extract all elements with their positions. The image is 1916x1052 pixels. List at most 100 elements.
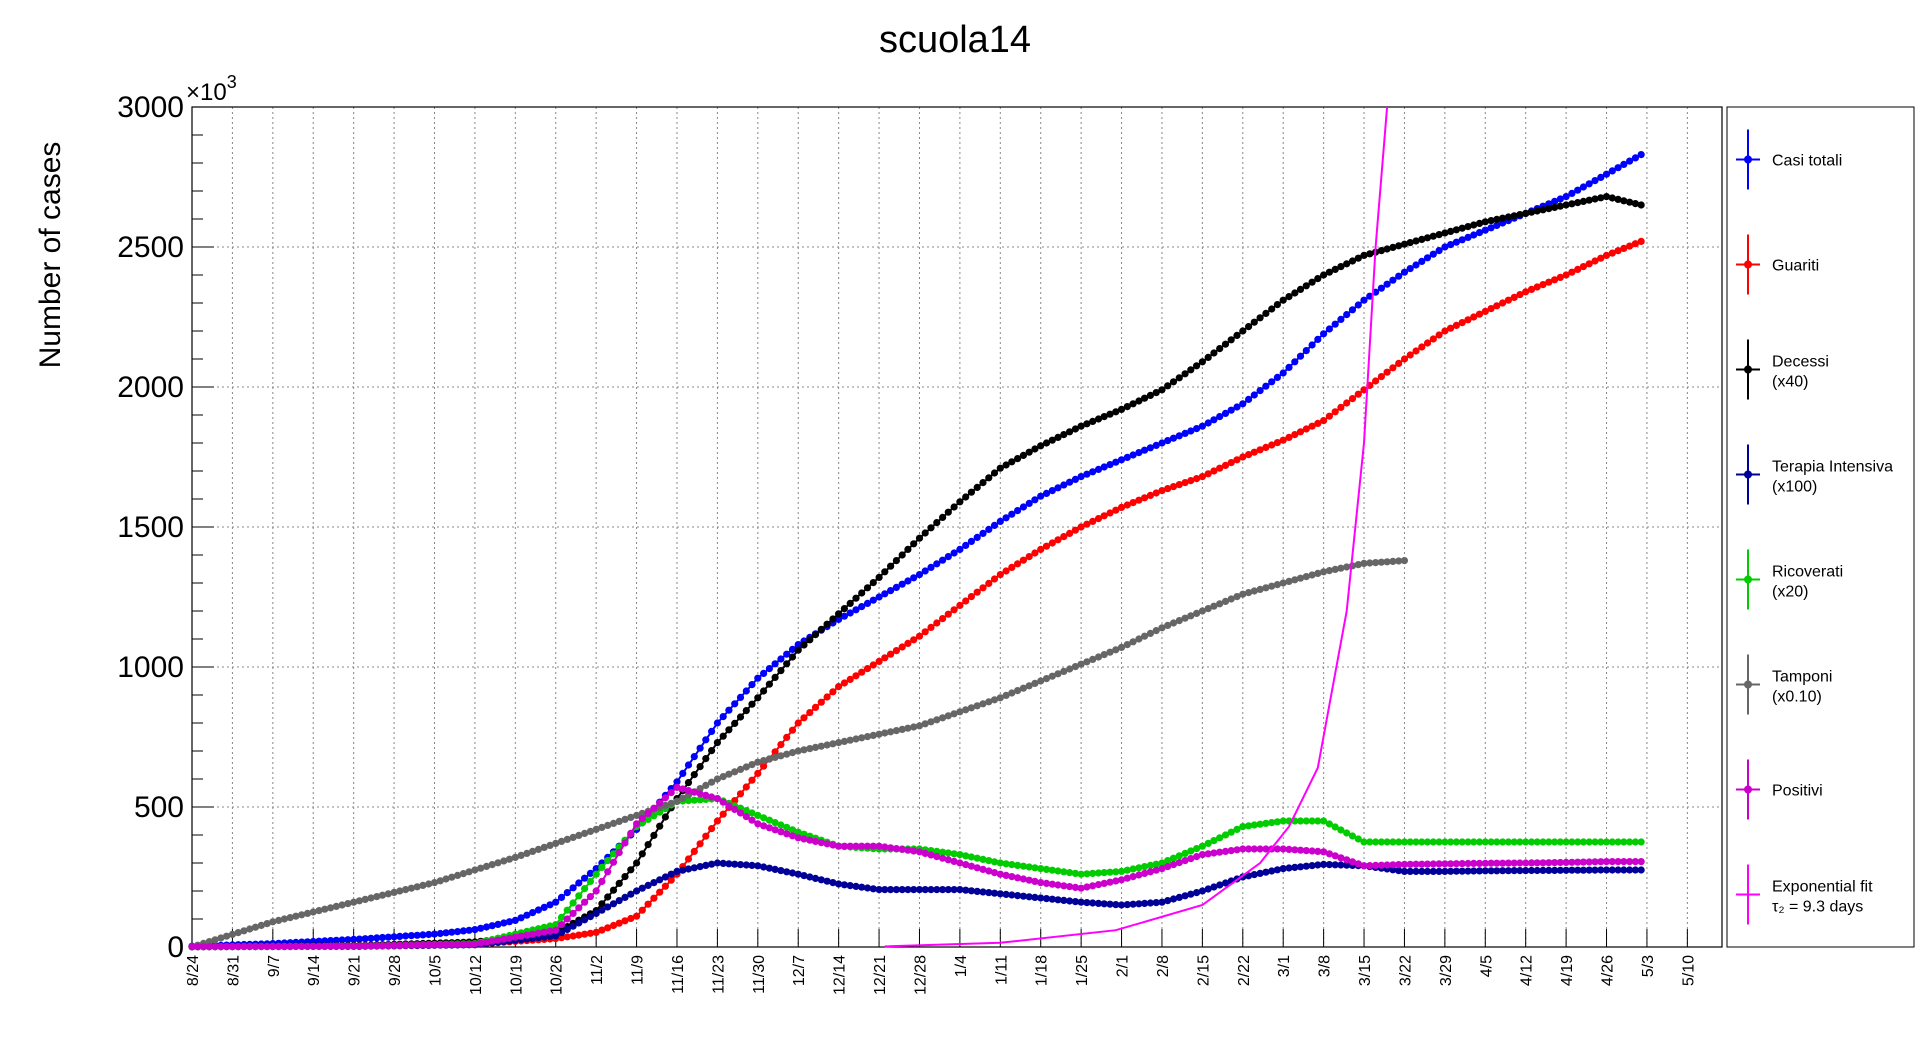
data-point xyxy=(430,879,439,887)
data-point xyxy=(1302,847,1310,855)
data-point xyxy=(1568,189,1576,197)
data-point xyxy=(731,797,739,805)
data-point xyxy=(1400,867,1409,876)
data-point xyxy=(1048,539,1056,547)
data-point xyxy=(1071,526,1079,534)
data-point xyxy=(1620,858,1628,866)
data-point xyxy=(1551,866,1559,875)
data-point xyxy=(1106,900,1114,908)
x-tick-label: 9/21 xyxy=(347,955,364,986)
data-point xyxy=(361,895,369,904)
data-point xyxy=(1019,684,1027,692)
data-point xyxy=(1441,860,1449,868)
data-point xyxy=(1031,864,1039,872)
data-point xyxy=(529,930,537,938)
data-point xyxy=(234,929,242,937)
data-point xyxy=(823,620,831,628)
data-point xyxy=(1250,587,1258,595)
data-point xyxy=(869,842,877,850)
data-point xyxy=(1279,865,1287,873)
data-point xyxy=(1389,243,1397,251)
data-point xyxy=(1516,291,1524,299)
data-point xyxy=(1152,860,1160,868)
data-point xyxy=(1066,529,1074,538)
data-point xyxy=(944,610,952,618)
data-point xyxy=(661,794,670,802)
y-tick-label: 3000 xyxy=(117,91,184,124)
data-point xyxy=(1216,600,1224,608)
data-point xyxy=(1475,838,1484,846)
data-point xyxy=(1631,858,1639,866)
data-point xyxy=(887,650,895,658)
data-point xyxy=(1325,820,1333,828)
data-point xyxy=(713,775,722,783)
data-point xyxy=(609,858,618,866)
data-point xyxy=(1054,484,1062,492)
x-tick-label: 1/4 xyxy=(953,955,970,977)
data-point xyxy=(1042,439,1051,447)
data-point xyxy=(811,703,820,712)
data-point xyxy=(921,886,929,894)
data-point xyxy=(852,672,860,680)
data-point xyxy=(627,866,635,874)
data-point xyxy=(1152,389,1160,397)
data-point xyxy=(1435,331,1443,339)
data-point xyxy=(985,867,993,875)
data-point xyxy=(344,936,352,944)
data-point xyxy=(1158,386,1166,394)
data-point xyxy=(990,696,999,704)
data-point xyxy=(950,606,958,614)
data-point xyxy=(1262,309,1270,317)
data-point xyxy=(1014,455,1022,463)
data-point xyxy=(1366,250,1374,258)
data-point xyxy=(1042,489,1051,497)
data-point xyxy=(950,886,958,894)
data-point xyxy=(1066,478,1074,486)
data-point xyxy=(1158,624,1166,632)
data-point xyxy=(1146,629,1154,638)
data-point xyxy=(1568,200,1576,208)
data-point xyxy=(944,508,952,516)
data-point xyxy=(511,916,519,925)
data-point xyxy=(650,804,658,812)
data-point xyxy=(1441,229,1449,237)
data-point xyxy=(1614,164,1622,172)
data-point xyxy=(852,606,860,614)
data-point xyxy=(644,841,652,849)
data-point xyxy=(725,770,733,778)
data-point xyxy=(771,660,779,668)
data-point xyxy=(1066,428,1074,436)
data-point xyxy=(1620,197,1628,205)
data-point xyxy=(1094,899,1103,908)
data-point xyxy=(1475,310,1484,318)
data-point xyxy=(303,909,312,918)
data-point xyxy=(1400,838,1409,846)
data-point xyxy=(1343,311,1351,319)
data-point xyxy=(1094,515,1103,523)
data-point xyxy=(211,936,219,944)
data-point xyxy=(563,835,571,844)
data-point xyxy=(921,529,929,537)
data-point xyxy=(939,848,947,856)
data-point xyxy=(927,563,935,572)
data-point xyxy=(436,929,444,938)
x-tick-label: 8/24 xyxy=(185,955,202,986)
data-point xyxy=(327,904,335,912)
data-point xyxy=(1325,325,1333,333)
data-point xyxy=(1037,545,1045,554)
data-point xyxy=(962,852,970,860)
data-point xyxy=(1245,323,1253,331)
data-point xyxy=(1631,866,1639,874)
data-point xyxy=(702,861,710,870)
data-point xyxy=(696,763,704,771)
data-point xyxy=(1377,558,1385,566)
data-point xyxy=(1198,422,1206,430)
data-point xyxy=(817,876,825,884)
data-point xyxy=(742,687,750,695)
legend-entry: Decessi (x40) xyxy=(1736,339,1829,400)
series-6 xyxy=(188,557,1409,951)
data-point xyxy=(1158,859,1166,867)
data-point xyxy=(523,849,531,858)
y-multiplier-base: ×10 xyxy=(186,79,227,106)
data-point xyxy=(436,877,444,885)
